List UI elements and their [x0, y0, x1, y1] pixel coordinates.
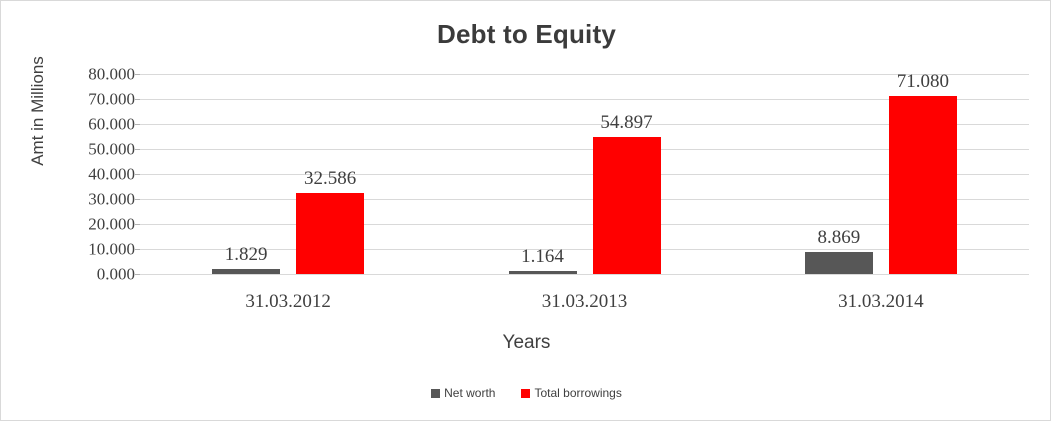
gridline	[140, 199, 1029, 200]
plot-area: 1.829 32.586 1.164 54.897 8.869 71.080	[140, 71, 1029, 275]
gridline	[140, 274, 1029, 275]
bar-value-label: 1.829	[224, 244, 268, 266]
y-axis-tick-label: 40.000	[88, 164, 135, 184]
y-axis-tick-label: 60.000	[88, 114, 135, 134]
chart-legend: Net worth Total borrowings	[1, 386, 1050, 400]
y-axis-tick-label: 0.000	[96, 264, 135, 284]
y-axis-tick-mark	[135, 149, 140, 150]
y-axis-tick-labels: 80.000 70.000 60.000 50.000 40.000 30.000 20.0…	[40, 66, 140, 283]
y-axis-tick-label: 80.000	[88, 64, 135, 84]
bar-value-label: 1.164	[521, 246, 564, 268]
x-axis-tick-label: 31.03.2012	[245, 291, 331, 312]
y-axis-tick-mark	[135, 99, 140, 100]
legend-item[interactable]: Net worth	[431, 386, 495, 400]
y-axis-tick-label: 70.000	[88, 89, 135, 109]
bar[interactable]	[804, 251, 873, 274]
gridline	[140, 99, 1029, 100]
legend-swatch-icon	[431, 388, 441, 398]
y-axis-tick-label: 20.000	[88, 214, 135, 234]
gridline	[140, 174, 1029, 175]
legend-swatch-icon	[521, 388, 531, 398]
gridline	[140, 149, 1029, 150]
bar-value-label: 32.586	[304, 167, 357, 189]
gridline	[140, 124, 1029, 125]
bar[interactable]	[508, 271, 577, 274]
gridline	[140, 224, 1029, 225]
x-axis-title: Years	[502, 332, 551, 353]
bar[interactable]	[212, 269, 281, 274]
y-axis-tick-label: 30.000	[88, 189, 135, 209]
chart-title: Debt to Equity	[436, 19, 616, 49]
bar-value-label: 71.080	[896, 71, 949, 93]
y-axis-tick-mark	[135, 224, 140, 225]
bar[interactable]	[888, 96, 957, 274]
y-axis-tick-label: 50.000	[88, 139, 135, 159]
bar-value-label: 54.897	[600, 111, 653, 133]
legend-item[interactable]: Total borrowings	[521, 386, 622, 400]
bar[interactable]	[592, 136, 661, 274]
y-axis-tick-label: 10.000	[88, 239, 135, 259]
legend-label: Total borrowings	[534, 386, 622, 400]
x-axis-tick-label: 31.03.2013	[541, 291, 628, 312]
y-axis-tick-mark	[135, 249, 140, 250]
y-axis-tick-mark	[135, 174, 140, 175]
gridline	[140, 249, 1029, 250]
legend-label: Net worth	[444, 386, 496, 400]
y-axis-tick-mark	[135, 124, 140, 125]
y-axis-tick-mark	[135, 199, 140, 200]
y-axis-tick-mark	[135, 274, 140, 275]
gridline	[140, 74, 1029, 75]
bar-value-label: 8.869	[817, 226, 861, 248]
y-axis-tick-mark	[135, 74, 140, 75]
x-axis-tick-label: 31.03.2014	[838, 291, 924, 312]
bar[interactable]	[296, 192, 365, 274]
